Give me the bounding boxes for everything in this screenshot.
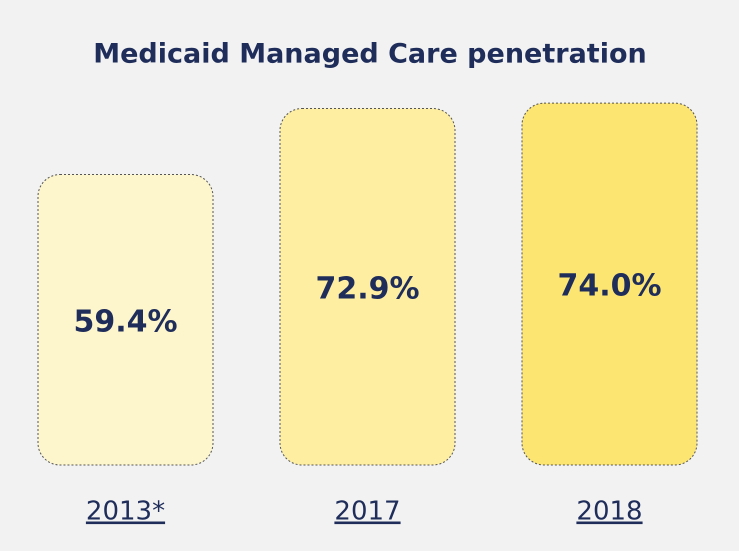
bar	[521, 102, 698, 466]
value-label: 74.0%	[557, 269, 661, 304]
value-label: 59.4%	[73, 304, 177, 339]
x-tick-label: 2013*	[86, 497, 165, 527]
x-tick-label: 2017	[334, 497, 400, 527]
bar	[279, 108, 456, 466]
chart-title: Medicaid Managed Care penetration	[93, 39, 646, 70]
x-tick-label: 2018	[576, 497, 642, 527]
bar	[37, 174, 214, 466]
value-label: 72.9%	[315, 271, 419, 306]
